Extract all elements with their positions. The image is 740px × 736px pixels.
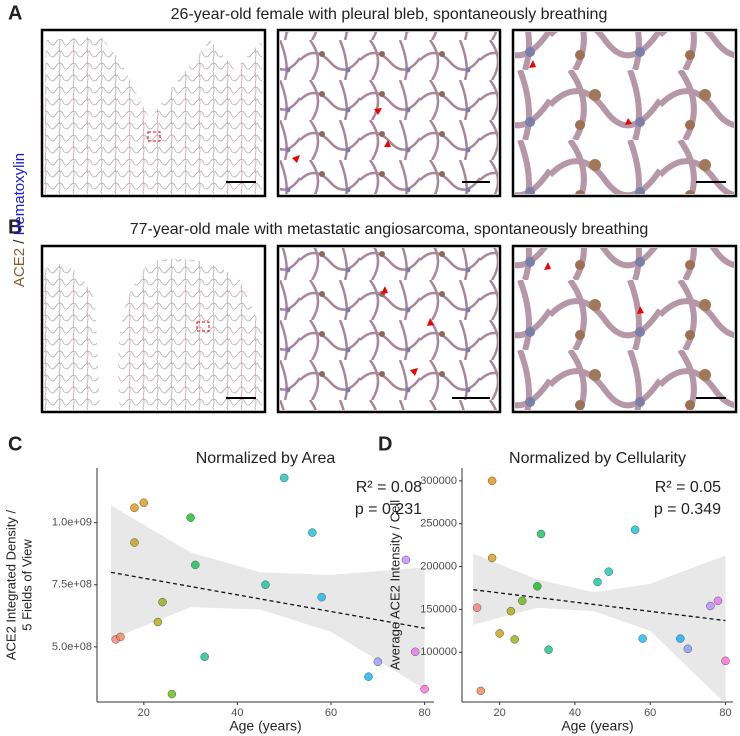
tissue bbox=[44, 36, 262, 194]
point bbox=[158, 597, 167, 607]
y-axis-title: Average ACE2 Intensity / Cell bbox=[387, 500, 402, 670]
point bbox=[401, 555, 411, 565]
y-tick-label: 200000 bbox=[420, 560, 457, 572]
point bbox=[153, 617, 163, 627]
point bbox=[683, 644, 693, 654]
panel-label: D bbox=[378, 433, 392, 455]
point bbox=[604, 567, 614, 576]
x-tick-label: 20 bbox=[138, 707, 150, 719]
point bbox=[495, 629, 504, 638]
marker: ACE2 bbox=[11, 248, 28, 287]
annotation: R² = 0.05 bbox=[655, 479, 721, 496]
point bbox=[476, 686, 486, 696]
point bbox=[510, 635, 519, 644]
point bbox=[373, 657, 383, 667]
x-tick-label: 80 bbox=[419, 707, 431, 719]
point bbox=[721, 656, 730, 666]
point bbox=[317, 592, 326, 602]
y-tick-label: 250000 bbox=[420, 518, 457, 530]
arrowheads bbox=[381, 262, 644, 376]
x-axis-title: Age (years) bbox=[561, 718, 633, 734]
panel-title: 77-year-old male with metastatic angiosa… bbox=[130, 221, 649, 238]
point bbox=[593, 577, 602, 587]
x-tick-label: 60 bbox=[325, 707, 337, 719]
x-tick-label: 40 bbox=[569, 707, 581, 719]
x-tick-label: 20 bbox=[494, 707, 506, 719]
annotation: R² = 0.08 bbox=[356, 479, 422, 496]
inset-box bbox=[196, 321, 210, 332]
annotation: p = 0.349 bbox=[654, 501, 721, 518]
panel-label: B bbox=[8, 216, 22, 238]
point bbox=[308, 528, 317, 537]
x-axis-title: Age (years) bbox=[229, 718, 301, 734]
point bbox=[487, 476, 497, 486]
chart-title: Normalized by Cellularity bbox=[509, 450, 686, 467]
panel-title: 26-year-old female with pleural bleb, sp… bbox=[171, 6, 608, 23]
tissue bbox=[280, 248, 498, 410]
point bbox=[130, 503, 139, 512]
y-tick-label: 100000 bbox=[420, 646, 457, 658]
point bbox=[279, 473, 289, 483]
point bbox=[533, 582, 542, 591]
y-axis-title: 5 Fields of View bbox=[19, 539, 34, 631]
chart: D Normalized by Cellularity 100000 150000 20… bbox=[378, 433, 733, 734]
point bbox=[364, 672, 373, 681]
confidence-band bbox=[473, 553, 726, 702]
y-tick-label: 300000 bbox=[420, 475, 457, 487]
panel-b: B 77-year-old male with metastatic angio… bbox=[8, 216, 738, 414]
panel-label: C bbox=[8, 433, 22, 455]
point bbox=[544, 645, 553, 654]
trend-line bbox=[473, 589, 726, 622]
point bbox=[139, 498, 149, 508]
point bbox=[713, 596, 723, 606]
chart-title: Normalized by Area bbox=[196, 450, 336, 467]
point bbox=[261, 580, 270, 590]
separator: / bbox=[11, 235, 28, 248]
point bbox=[536, 529, 546, 539]
counterstain: Hematoxylin bbox=[11, 153, 28, 236]
tissue bbox=[515, 32, 734, 194]
point bbox=[116, 632, 125, 642]
inset-box bbox=[147, 131, 161, 142]
point bbox=[638, 634, 647, 643]
point bbox=[411, 647, 420, 657]
x-tick-label: 40 bbox=[231, 707, 243, 719]
point bbox=[167, 689, 177, 699]
tissue bbox=[44, 258, 262, 410]
x-tick-label: 60 bbox=[644, 707, 656, 719]
y-axis-title: ACE2 Integrated Density / bbox=[3, 509, 18, 660]
point bbox=[130, 538, 139, 547]
y-tick-label: 1.0e+09 bbox=[52, 517, 92, 529]
point bbox=[191, 560, 200, 570]
annotation: p = 0.231 bbox=[355, 501, 422, 518]
point bbox=[487, 553, 497, 563]
point bbox=[676, 634, 685, 643]
panel-label: A bbox=[8, 2, 22, 24]
point bbox=[706, 601, 715, 611]
point bbox=[186, 513, 195, 522]
point bbox=[630, 525, 640, 534]
y-tick-label: 5.0e+08 bbox=[52, 641, 92, 653]
y-tick-label: 150000 bbox=[420, 603, 457, 615]
y-tick-label: 7.5e+08 bbox=[52, 579, 92, 591]
point bbox=[200, 652, 209, 662]
point bbox=[517, 596, 527, 606]
point bbox=[420, 684, 429, 694]
x-tick-label: 80 bbox=[719, 707, 731, 719]
panel-a: A 26-year-old female with pleural bleb, … bbox=[8, 2, 738, 198]
tissue bbox=[515, 248, 734, 410]
tissue bbox=[280, 32, 498, 194]
chart: C Normalized by Area 5.0e+08 7.5e+08 1.0e+09… bbox=[3, 433, 434, 734]
point bbox=[472, 603, 482, 612]
point bbox=[506, 606, 516, 616]
arrowheads bbox=[292, 60, 632, 163]
stain-label: ACE2 / Hematoxylin bbox=[11, 153, 28, 287]
confidence-band bbox=[111, 505, 425, 690]
